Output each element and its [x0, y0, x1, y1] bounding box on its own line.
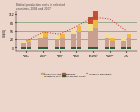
- Bar: [43, 37, 48, 48]
- Bar: [88, 25, 93, 32]
- Bar: [127, 38, 131, 48]
- Bar: [60, 35, 65, 39]
- Bar: [38, 38, 43, 48]
- Bar: [60, 39, 65, 48]
- Bar: [77, 33, 81, 48]
- Bar: [71, 35, 76, 48]
- Bar: [105, 38, 109, 48]
- Bar: [21, 42, 26, 43]
- Bar: [27, 48, 31, 50]
- Bar: [110, 39, 115, 41]
- Bar: [77, 48, 81, 50]
- Bar: [127, 48, 131, 50]
- Bar: [21, 48, 26, 50]
- Bar: [110, 41, 115, 48]
- Bar: [55, 40, 59, 48]
- Bar: [121, 41, 126, 48]
- Bar: [93, 29, 98, 48]
- Bar: [105, 34, 109, 38]
- Bar: [93, 48, 98, 50]
- Bar: [43, 33, 48, 37]
- Bar: [27, 40, 31, 43]
- Bar: [38, 48, 43, 50]
- Bar: [110, 48, 115, 50]
- Bar: [127, 34, 131, 38]
- Bar: [121, 39, 126, 41]
- Bar: [71, 30, 76, 35]
- Bar: [121, 48, 126, 50]
- Bar: [27, 43, 31, 48]
- Bar: [21, 43, 26, 48]
- Bar: [88, 32, 93, 48]
- Bar: [93, 20, 98, 29]
- Bar: [43, 48, 48, 50]
- Bar: [38, 34, 43, 38]
- Y-axis label: US$/GJ: US$/GJ: [3, 28, 7, 36]
- Bar: [60, 48, 65, 50]
- Legend: Production cost, Feedstock cost, Subsidies, Co-product credit, Crude oil equival: Production cost, Feedstock cost, Subsidi…: [40, 72, 113, 77]
- Bar: [55, 48, 59, 50]
- Bar: [93, 12, 98, 20]
- Text: Biofuel production costs in selected
countries, 2004 and 2007: Biofuel production costs in selected cou…: [16, 3, 65, 11]
- Bar: [71, 48, 76, 50]
- Bar: [105, 48, 109, 50]
- Bar: [55, 36, 59, 40]
- Bar: [77, 27, 81, 33]
- Bar: [88, 48, 93, 50]
- Bar: [88, 18, 93, 25]
